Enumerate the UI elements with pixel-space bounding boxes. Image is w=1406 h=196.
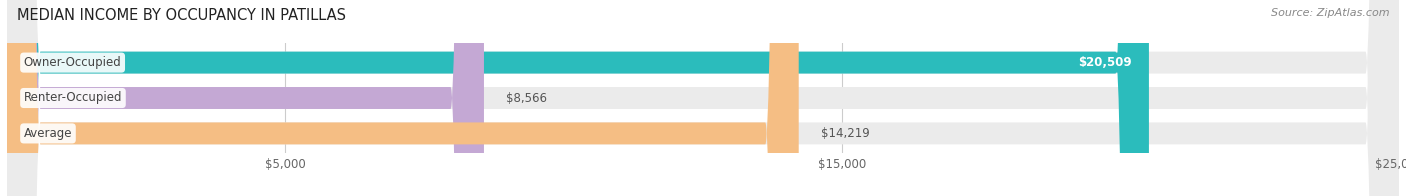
- FancyBboxPatch shape: [7, 0, 1399, 196]
- Text: Average: Average: [24, 127, 72, 140]
- Text: Source: ZipAtlas.com: Source: ZipAtlas.com: [1271, 8, 1389, 18]
- FancyBboxPatch shape: [7, 0, 799, 196]
- FancyBboxPatch shape: [7, 0, 1149, 196]
- FancyBboxPatch shape: [7, 0, 1399, 196]
- Text: Owner-Occupied: Owner-Occupied: [24, 56, 121, 69]
- Text: Renter-Occupied: Renter-Occupied: [24, 92, 122, 104]
- FancyBboxPatch shape: [7, 0, 484, 196]
- Text: $14,219: $14,219: [821, 127, 870, 140]
- Text: $20,509: $20,509: [1078, 56, 1132, 69]
- Text: $8,566: $8,566: [506, 92, 547, 104]
- FancyBboxPatch shape: [7, 0, 1399, 196]
- Text: MEDIAN INCOME BY OCCUPANCY IN PATILLAS: MEDIAN INCOME BY OCCUPANCY IN PATILLAS: [17, 8, 346, 23]
